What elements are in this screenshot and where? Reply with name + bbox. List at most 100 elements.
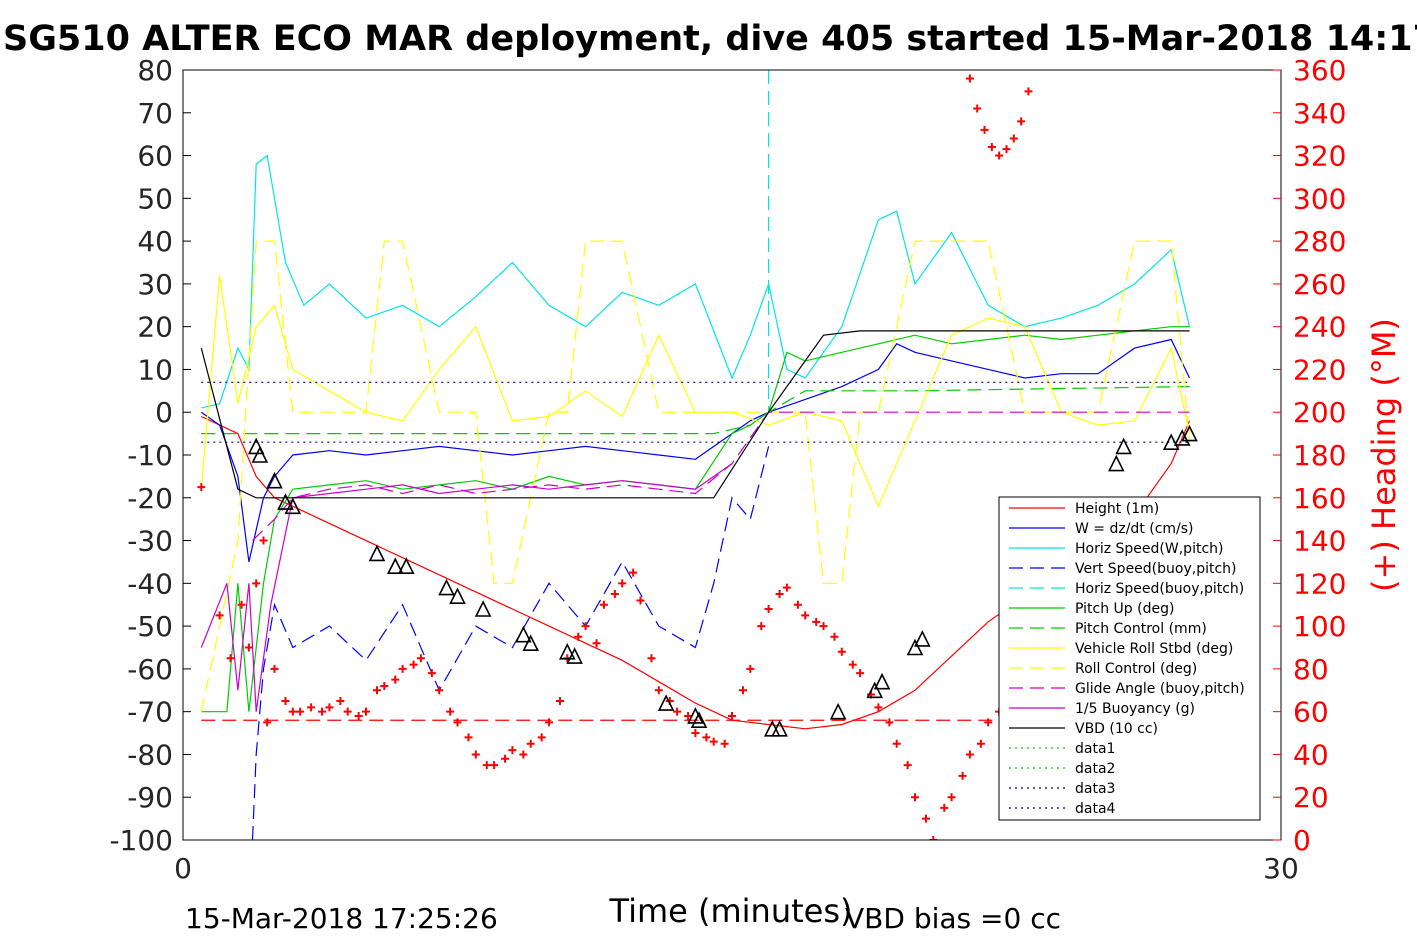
y-tick-label-12: -40 [127, 567, 173, 600]
heading-point-13 [318, 707, 327, 716]
heading-point-57 [720, 739, 729, 748]
y-tick-label-5: 30 [137, 268, 173, 301]
marker-14 [566, 647, 583, 664]
y-tick-label-8: 0 [155, 396, 173, 429]
y2-axis-label: (+) Heading (°M) [1365, 318, 1403, 592]
x-axis-label: Time (minutes) [609, 892, 853, 930]
heading-point-28 [453, 718, 462, 727]
footer-vbd-bias: VBD bias =0 cc [845, 902, 1061, 935]
marker-28 [1115, 437, 1132, 455]
heading-top-point-2 [980, 125, 989, 134]
heading-point-59 [738, 686, 747, 695]
heading-point-62 [764, 605, 773, 613]
legend-label-8: Roll Control (deg) [1075, 661, 1197, 677]
heading-point-23 [409, 660, 418, 669]
marker-15 [657, 694, 675, 711]
heading-point-69 [830, 632, 839, 641]
heading-point-74 [874, 703, 883, 712]
marker-10 [474, 600, 492, 617]
heading-point-37 [537, 733, 546, 742]
heading-point-68 [819, 622, 828, 631]
heading-point-12 [307, 703, 316, 712]
marker-22 [873, 672, 891, 690]
heading-top-point-8 [1024, 87, 1033, 96]
chart-title: SG510 ALTER ECO MAR deployment, dive 405… [3, 19, 1417, 59]
legend-label-10: 1/5 Buoyancy (g) [1075, 701, 1195, 717]
legend-label-14: data3 [1075, 781, 1115, 797]
heading-point-83 [958, 771, 967, 780]
y2-tick-label-6: 240 [1293, 311, 1346, 344]
heading-point-43 [592, 639, 601, 648]
marker-1 [251, 446, 269, 463]
y2-tick-label-3: 300 [1293, 182, 1346, 215]
heading-point-61 [757, 622, 766, 631]
x-tick-label-0: 0 [174, 852, 192, 885]
heading-point-33 [501, 754, 510, 763]
heading-point-85 [976, 739, 985, 748]
heading-point-24 [416, 654, 425, 663]
heading-point-48 [636, 596, 645, 605]
heading-point-58 [728, 711, 736, 720]
heading-point-30 [471, 750, 480, 759]
heading-top-point-6 [1009, 134, 1018, 143]
y2-tick-label-11: 140 [1293, 525, 1346, 558]
y2-tick-label-14: 80 [1293, 653, 1329, 686]
heading-point-70 [837, 647, 846, 656]
marker-29 [1162, 433, 1180, 450]
heading-point-9 [281, 696, 290, 705]
heading-point-79 [921, 814, 930, 823]
y-tick-label-7: 10 [137, 353, 173, 386]
y2-tick-label-9: 180 [1293, 439, 1346, 472]
legend-label-12: data1 [1075, 741, 1115, 757]
footer-timestamp: 15-Mar-2018 17:25:26 [185, 902, 498, 935]
marker-19 [771, 719, 788, 737]
heading-point-31 [482, 761, 491, 770]
heading-point-11 [296, 707, 305, 716]
marker-31 [1181, 424, 1198, 442]
legend-label-2: Horiz Speed(W,pitch) [1075, 541, 1223, 557]
y2-tick-label-8: 200 [1293, 396, 1346, 429]
heading-point-75 [885, 718, 894, 727]
heading-point-4 [244, 643, 253, 652]
heading-point-71 [848, 660, 857, 669]
heading-point-81 [940, 803, 949, 812]
heading-point-16 [343, 707, 352, 716]
legend-box [998, 496, 1261, 821]
heading-point-5 [252, 579, 261, 588]
heading-point-3 [237, 600, 246, 609]
y-tick-label-11: -30 [127, 525, 173, 558]
heading-point-54 [691, 729, 700, 738]
heading-point-38 [545, 718, 553, 727]
heading-point-42 [581, 622, 590, 631]
marker-17 [690, 711, 708, 729]
series-line-8 [200, 240, 1191, 712]
heading-point-82 [947, 793, 956, 802]
y2-tick-label-15: 60 [1293, 696, 1329, 729]
heading-point-47 [629, 568, 638, 577]
y2-tick-label-12: 120 [1293, 567, 1346, 600]
y2-tick-label-0: 360 [1293, 54, 1346, 87]
heading-point-25 [427, 669, 436, 678]
heading-top-point-1 [973, 104, 982, 113]
heading-point-34 [508, 746, 517, 755]
marker-4 [284, 497, 302, 515]
marker-0 [247, 437, 265, 455]
y-tick-label-2: 60 [137, 140, 173, 173]
heading-point-65 [793, 600, 802, 609]
y-tick-label-1: 70 [137, 97, 173, 130]
heading-point-36 [526, 739, 535, 748]
heading-point-26 [435, 686, 444, 695]
heading-point-84 [965, 750, 974, 759]
heading-point-76 [892, 739, 901, 748]
marker-16 [687, 707, 704, 724]
y2-tick-label-1: 340 [1293, 97, 1346, 130]
y-tick-label-13: -50 [127, 610, 173, 643]
heading-point-80 [929, 836, 938, 840]
series-line-10 [200, 463, 733, 712]
marker-8 [438, 578, 455, 596]
marker-23 [906, 638, 924, 656]
heading-point-39 [555, 696, 564, 705]
heading-point-67 [812, 617, 821, 626]
heading-point-1 [215, 611, 224, 620]
heading-top-point-0 [965, 74, 974, 83]
